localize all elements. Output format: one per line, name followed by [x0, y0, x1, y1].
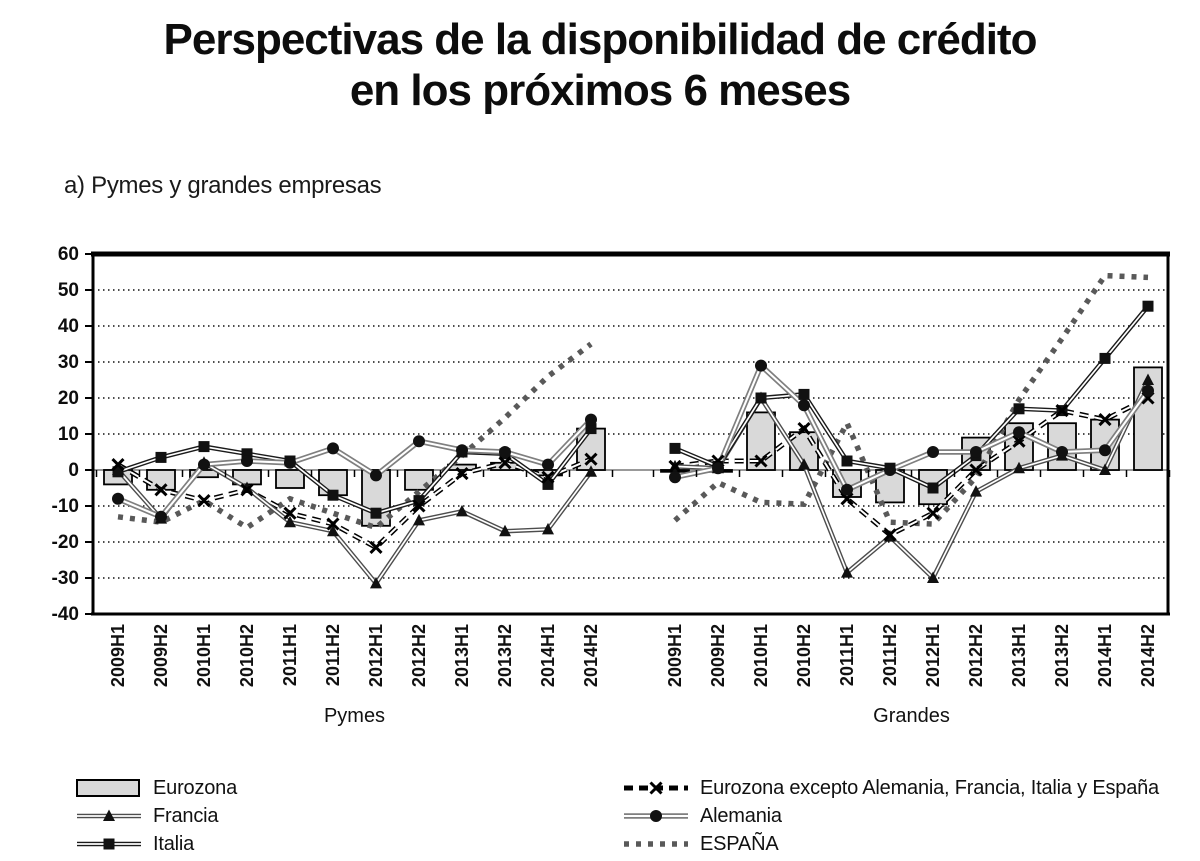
chart-subtitle: a) Pymes y grandes empresas: [64, 172, 382, 199]
legend-item-italia: Italia: [75, 830, 237, 858]
legend-label-eurozona: Eurozona: [153, 776, 238, 799]
x-axis-label: 2012H2: [409, 624, 429, 687]
x-axis-label: 2014H1: [1095, 624, 1115, 687]
bar: [576, 427, 606, 471]
legend-column-left: Eurozona Francia Italia: [75, 774, 237, 858]
legend-item-eurozona-excepto: Eurozona excepto Alemania, Francia, Ital…: [622, 774, 1159, 802]
y-axis-label: 40: [58, 316, 79, 337]
x-axis-label: 2012H2: [966, 624, 986, 687]
legend: Eurozona Francia Italia Eurozona excepto…: [0, 774, 1200, 861]
x-axis-label: 2011H2: [880, 624, 900, 686]
markers-alemania-grandes: [669, 359, 1154, 496]
y-axis-label: 0: [68, 460, 79, 481]
y-axis-label: -10: [52, 496, 79, 517]
x-axis-label: 2011H2: [323, 624, 343, 686]
markers-alemania-pymes: [112, 413, 597, 523]
y-axis-label: 10: [58, 424, 79, 445]
chart-title: Perspectivas de la disponibilidad de cré…: [163, 15, 1038, 116]
x-axis-label: 2010H1: [751, 624, 771, 687]
line-eurozona_excepto-pymes: [116, 456, 592, 551]
x-axis-label: 2009H1: [665, 624, 685, 687]
legend-label-espana: ESPAÑA: [700, 832, 779, 855]
legend-swatch-espana: [624, 841, 688, 847]
legend-swatch-francia: [77, 809, 141, 821]
x-axis-label: 2009H2: [708, 624, 728, 687]
panel-label-grandes: Grandes: [873, 705, 950, 727]
legend-label-eurozona-excepto: Eurozona excepto Alemania, Francia, Ital…: [700, 776, 1159, 799]
axis-ticks: [85, 253, 1171, 615]
markers-eurozona_excepto-grandes: [668, 391, 1155, 542]
y-axis-label: -30: [52, 568, 79, 589]
legend-item-alemania: Alemania: [622, 802, 1159, 830]
panel-label-pymes: Pymes: [324, 705, 385, 727]
x-axis-labels-grandes: 2009H1 2009H2 2010H1 2010H2 2011H1 2011H2 2012…: [665, 624, 1158, 687]
y-axis-label: 30: [58, 352, 79, 373]
gridlines: [93, 289, 1168, 579]
x-axis-label: 2010H1: [194, 624, 214, 687]
x-axis-label: 2011H1: [837, 624, 857, 686]
x-axis-label: 2010H2: [794, 624, 814, 687]
bar: [275, 469, 305, 489]
legend-label-francia: Francia: [153, 804, 219, 827]
line-espana-grandes: [673, 272, 1149, 527]
y-axis-labels: 60 50 40 30 20 10 0 -10 -20 -30 -40: [52, 244, 79, 625]
x-axis-label: 2014H1: [538, 624, 558, 687]
y-axis-label: 50: [58, 280, 79, 301]
legend-label-italia: Italia: [153, 832, 195, 855]
x-axis-label: 2009H2: [151, 624, 171, 687]
line-italia-pymes: [117, 427, 593, 516]
x-axis-label: 2014H2: [1138, 624, 1158, 687]
legend-column-right: Eurozona excepto Alemania, Francia, Ital…: [622, 774, 1159, 858]
line-alemania-grandes: [674, 360, 1151, 494]
legend-swatch-eurozona-excepto: [624, 781, 688, 795]
x-axis-label: 2009H1: [108, 624, 128, 687]
line-eurozona_excepto-grandes: [674, 395, 1150, 538]
y-axis-label: -20: [52, 532, 79, 553]
legend-swatch-alemania: [624, 810, 688, 822]
x-axis-label: 2013H1: [452, 624, 472, 687]
line-espana-pymes: [117, 341, 593, 531]
markers-italia-grandes: [669, 300, 1154, 494]
legend-item-eurozona: Eurozona: [75, 774, 237, 802]
line-alemania-pymes: [116, 417, 593, 521]
legend-item-espana: ESPAÑA: [622, 830, 1159, 858]
x-axis-label: 2012H1: [366, 624, 386, 687]
x-axis-labels-pymes: 2009H1 2009H2 2010H1 2010H2 2011H1 2011H2 2012…: [108, 624, 601, 687]
y-axis-label: 60: [58, 244, 79, 265]
x-axis-label: 2013H2: [495, 624, 515, 687]
legend-item-francia: Francia: [75, 802, 237, 830]
plot-border: [91, 251, 1170, 616]
x-axis-label: 2011H1: [280, 624, 300, 686]
legend-swatch-italia: [77, 838, 141, 850]
markers-eurozona_excepto-pymes: [111, 452, 598, 554]
x-axis-label: 2014H2: [581, 624, 601, 687]
x-axis-label: 2012H1: [923, 624, 943, 687]
bar: [146, 469, 176, 491]
legend-swatch-eurozona: [76, 779, 140, 797]
line-italia-grandes: [674, 304, 1150, 491]
credit-availability-chart: 60 50 40 30 20 10 0 -10 -20 -30 -40 2009H1 2009H2 201…: [52, 244, 1171, 727]
x-axis-label: 2010H2: [237, 624, 257, 687]
y-axis-label: -40: [52, 604, 79, 625]
x-axis-label: 2013H1: [1009, 624, 1029, 687]
x-axis-label: 2013H2: [1052, 624, 1072, 687]
y-axis-label: 20: [58, 388, 79, 409]
legend-label-alemania: Alemania: [700, 804, 782, 827]
